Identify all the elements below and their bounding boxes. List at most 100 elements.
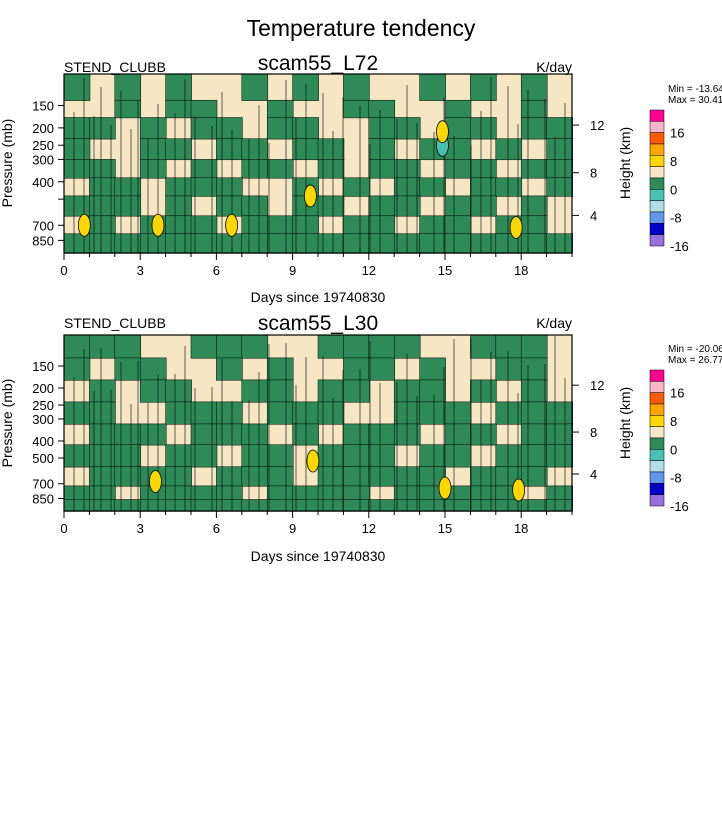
contour-region bbox=[241, 73, 269, 101]
contour-region bbox=[63, 117, 91, 140]
colorbar-swatch bbox=[649, 166, 665, 179]
contour-region bbox=[343, 177, 370, 197]
contour-region bbox=[266, 499, 294, 512]
y-tick-label: 700 bbox=[32, 477, 54, 492]
x-tick-label: 18 bbox=[514, 521, 528, 536]
contour-region bbox=[343, 73, 370, 101]
colorbar-swatch bbox=[649, 109, 665, 122]
height-tick-label: 4 bbox=[590, 208, 597, 223]
colorbar-label: -16 bbox=[670, 239, 689, 254]
contour-field bbox=[63, 73, 573, 254]
colorbar-swatch bbox=[649, 189, 665, 201]
y-axis-label: Pressure (mb) bbox=[0, 379, 15, 468]
colorbar-swatch bbox=[649, 132, 665, 145]
contour-region bbox=[470, 73, 497, 101]
x-axis-ticks: 0 3 6 9 12 15 18 bbox=[60, 511, 573, 536]
contour-region bbox=[470, 334, 497, 359]
contour-region bbox=[317, 138, 345, 161]
contour-region bbox=[216, 401, 243, 425]
contour-region bbox=[470, 233, 497, 254]
contour-region bbox=[266, 379, 294, 403]
contour-region bbox=[546, 177, 573, 197]
contour-region bbox=[292, 401, 319, 425]
contour-region bbox=[368, 423, 396, 446]
panel-title: scam55_L30 bbox=[258, 312, 378, 335]
contour-feature bbox=[306, 449, 320, 473]
contour-region bbox=[419, 499, 446, 512]
contour-region bbox=[216, 233, 243, 254]
contour-region bbox=[165, 485, 192, 501]
contour-region bbox=[114, 233, 142, 254]
contour-region bbox=[165, 99, 192, 119]
contour-region bbox=[241, 159, 269, 179]
contour-region bbox=[266, 466, 294, 487]
x-tick-label: 3 bbox=[137, 521, 144, 536]
contour-region bbox=[63, 159, 91, 179]
max-label: Max = 30.41 bbox=[668, 95, 722, 106]
contour-region bbox=[89, 195, 116, 217]
contour-region bbox=[419, 177, 446, 197]
colorbar-label: -16 bbox=[670, 499, 689, 514]
contour-region bbox=[368, 117, 396, 140]
contour-region bbox=[520, 423, 548, 446]
contour-region bbox=[63, 485, 91, 501]
x-tick-label: 9 bbox=[289, 521, 296, 536]
contour-region bbox=[114, 177, 142, 197]
contour-region bbox=[546, 117, 573, 140]
contour-region bbox=[520, 159, 548, 179]
contour-region bbox=[114, 499, 142, 512]
y-axis-right-label: Height (km) bbox=[617, 127, 633, 199]
colorbar: 16 8 0 -8 -16 bbox=[649, 369, 689, 514]
contour-region bbox=[216, 177, 243, 197]
contour-region bbox=[343, 357, 370, 381]
contour-feature bbox=[436, 120, 449, 144]
contour-region bbox=[343, 99, 370, 119]
height-axis-ticks: 4 8 12 bbox=[572, 118, 604, 223]
colorbar-label: 8 bbox=[670, 154, 677, 169]
contour-region bbox=[216, 423, 243, 446]
contour-region bbox=[241, 233, 269, 254]
colorbar-swatch bbox=[649, 143, 665, 156]
contour-region bbox=[114, 357, 142, 381]
contour-region bbox=[266, 357, 294, 381]
colorbar-label: -8 bbox=[670, 211, 682, 226]
contour-region bbox=[317, 499, 345, 512]
contour-region bbox=[114, 99, 142, 119]
contour-region bbox=[241, 499, 269, 512]
contour-region bbox=[520, 466, 548, 487]
contour-region bbox=[368, 138, 396, 161]
contour-region bbox=[368, 334, 396, 359]
colorbar: 16 8 0 -8 -16 bbox=[649, 109, 689, 254]
contour-region bbox=[520, 233, 548, 254]
contour-region bbox=[63, 195, 91, 217]
contour-region bbox=[89, 215, 116, 235]
contour-region bbox=[520, 357, 548, 381]
contour-region bbox=[520, 99, 548, 119]
y-tick-label: 400 bbox=[32, 175, 54, 190]
contour-feature bbox=[438, 476, 452, 500]
contour-region bbox=[89, 444, 116, 468]
contour-region bbox=[317, 379, 345, 403]
colorbar-swatch bbox=[649, 177, 665, 190]
contour-region bbox=[139, 138, 167, 161]
contour-region bbox=[139, 379, 167, 403]
contour-region bbox=[89, 423, 116, 446]
contour-region bbox=[241, 379, 269, 403]
contour-region bbox=[292, 117, 319, 140]
y-tick-label: 150 bbox=[32, 99, 54, 114]
contour-region bbox=[520, 215, 548, 235]
contour-region bbox=[444, 423, 472, 446]
x-axis-label: Days since 19740830 bbox=[251, 289, 386, 305]
contour-region bbox=[368, 444, 396, 468]
contour-region bbox=[444, 499, 472, 512]
contour-region bbox=[216, 195, 243, 217]
x-axis-label: Days since 19740830 bbox=[251, 548, 386, 564]
contour-region bbox=[343, 499, 370, 512]
contour-region bbox=[165, 499, 192, 512]
contour-region bbox=[546, 499, 573, 512]
units-label: K/day bbox=[536, 59, 572, 75]
contour-region bbox=[165, 73, 192, 101]
height-tick-label: 12 bbox=[590, 118, 604, 133]
